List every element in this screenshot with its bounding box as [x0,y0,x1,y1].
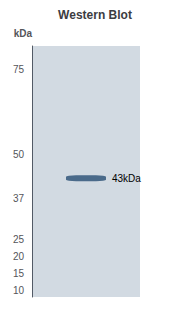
svg-text:25: 25 [13,234,25,245]
svg-text:10: 10 [13,285,25,296]
svg-text:50: 50 [13,149,25,160]
svg-text:37: 37 [13,193,25,204]
svg-text:20: 20 [13,251,25,262]
svg-text:kDa: kDa [14,28,33,39]
svg-text:75: 75 [13,64,25,75]
svg-text:43kDa: 43kDa [112,173,141,184]
svg-text:Western Blot: Western Blot [58,8,132,22]
svg-text:15: 15 [13,268,25,279]
